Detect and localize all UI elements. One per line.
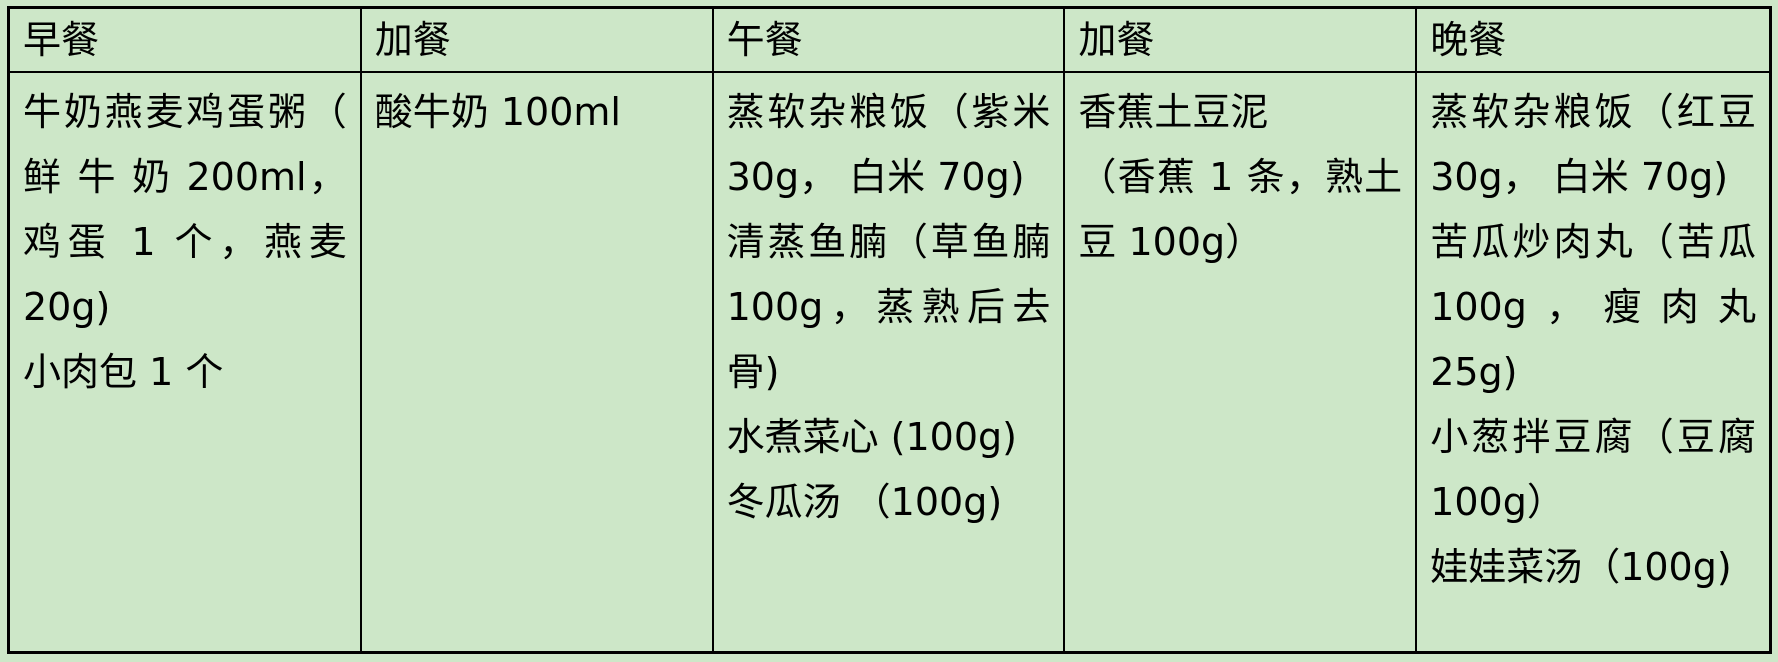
cell-breakfast: 牛奶燕麦鸡蛋粥（ 鲜 牛 奶 200ml， 鸡蛋 1 个，燕麦 20g) 小肉包… (10, 73, 362, 651)
header-afternoon-snack: 加餐 (1065, 9, 1418, 73)
cell-afternoon-snack: 香蕉土豆泥 （香蕉 1 条，熟土豆 100g） (1065, 73, 1418, 651)
meal-item: 冬瓜汤 （100g) (726, 480, 1003, 524)
meal-item: 水煮菜心 (100g) (726, 415, 1017, 459)
meal-item: 小葱拌豆腐（豆腐 100g） (1430, 415, 1756, 524)
meal-item: 蒸软杂粮饭（紫米 30g， 白米 70g) (726, 90, 1051, 199)
header-lunch: 午餐 (713, 9, 1066, 73)
meal-item: 娃娃菜汤（100g) (1430, 545, 1732, 589)
meal-item: （香蕉 1 条，熟土豆 100g） (1078, 155, 1403, 264)
meal-item: 香蕉土豆泥 (1078, 90, 1269, 134)
meal-item: 清蒸鱼腩（草鱼腩 100g，蒸熟后去骨) (726, 220, 1051, 394)
header-dinner: 晚餐 (1417, 9, 1769, 73)
meal-item: 酸牛奶 100ml (374, 90, 621, 134)
meal-item: 小肉包 1 个 (23, 350, 224, 394)
cell-morning-snack: 酸牛奶 100ml (362, 73, 714, 651)
meal-item: 牛奶燕麦鸡蛋粥（ 鲜 牛 奶 200ml， 鸡蛋 1 个，燕麦 20g) (23, 90, 347, 329)
header-morning-snack: 加餐 (361, 9, 714, 73)
meal-item: 蒸软杂粮饭（红豆 30g， 白米 70g) (1430, 90, 1756, 199)
cell-dinner: 蒸软杂粮饭（红豆 30g， 白米 70g) 苦瓜炒肉丸（苦瓜 100g，瘦肉丸 … (1417, 73, 1769, 651)
header-breakfast: 早餐 (10, 9, 362, 73)
meal-item: 苦瓜炒肉丸（苦瓜 100g，瘦肉丸 25g) (1430, 220, 1756, 394)
cell-lunch: 蒸软杂粮饭（紫米 30g， 白米 70g) 清蒸鱼腩（草鱼腩 100g，蒸熟后去… (714, 73, 1066, 651)
meal-plan-table: 早餐 加餐 午餐 加餐 晚餐 牛奶燕麦鸡蛋粥（ 鲜 牛 奶 200ml， 鸡蛋 … (7, 6, 1772, 654)
